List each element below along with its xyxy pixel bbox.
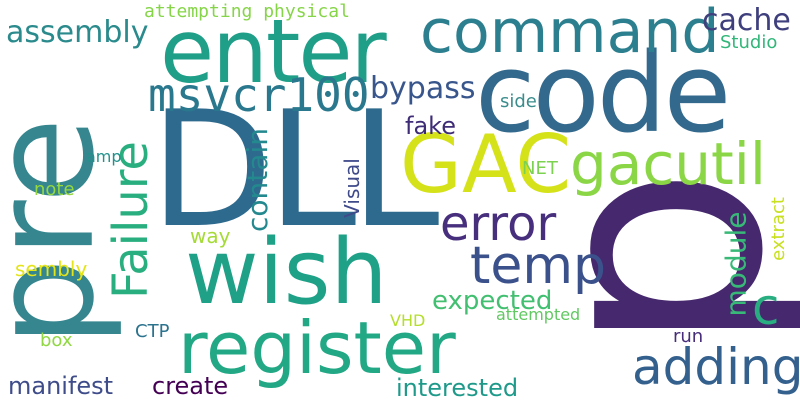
word-attempted: attempted (496, 305, 581, 324)
word-command: command (420, 0, 720, 67)
word-adding: adding (632, 338, 800, 396)
word-sembly: sembly (15, 257, 88, 281)
word-expected: expected (432, 286, 553, 316)
word-note: note (34, 179, 75, 200)
word-enter: enter (160, 0, 387, 103)
word-interested: interested (396, 374, 519, 400)
word-contain: contain (240, 128, 274, 232)
word-attempting-physical: attempting physical (144, 1, 350, 22)
word-cache: cache (702, 3, 791, 38)
word-way: way (190, 224, 231, 248)
word-assembly: assembly (6, 15, 149, 50)
word-module: module (719, 211, 753, 317)
word-msvcr100: msvcr100 (148, 68, 370, 122)
word-studio: Studio (720, 32, 778, 53)
word-gac: GAC (400, 118, 572, 211)
word-code: code (475, 29, 731, 157)
word-gacutil: gacutil (570, 130, 766, 198)
word-extract: extract (767, 197, 789, 261)
word-amp: amp (86, 147, 122, 166)
word-error: error (440, 196, 557, 252)
word-dll: DLL (150, 76, 439, 263)
word-temp: temp (470, 236, 607, 296)
word-manifest: manifest (8, 372, 114, 400)
word-bypass: bypass (370, 71, 476, 106)
word-side: side (500, 91, 537, 112)
word-register: register (178, 306, 456, 390)
word-run: run (673, 326, 704, 347)
word-ctp: CTP (135, 321, 170, 342)
word-net: NET (522, 158, 558, 179)
word-fake: fake (405, 112, 456, 140)
word-visual: Visual (339, 158, 364, 218)
word-vhd: VHD (390, 311, 426, 330)
word-c: c (752, 278, 780, 336)
word-box: box (40, 330, 73, 351)
word-create: create (152, 372, 229, 400)
word-wish: wish (185, 220, 388, 325)
